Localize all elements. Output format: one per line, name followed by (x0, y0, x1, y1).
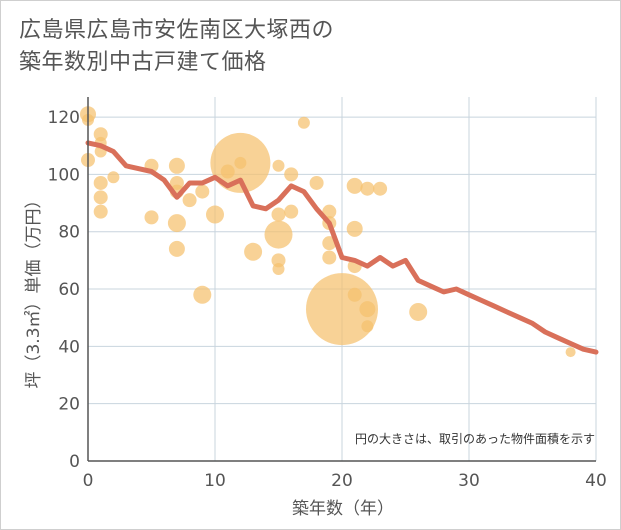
data-point (244, 242, 263, 261)
x-tick-label: 10 (204, 471, 226, 491)
data-point (168, 240, 185, 257)
bubble-series (80, 106, 576, 358)
data-point (220, 164, 235, 179)
x-tick-label: 20 (331, 471, 353, 491)
data-point (373, 181, 388, 196)
data-point (271, 253, 286, 268)
data-point (272, 262, 285, 275)
data-point (144, 210, 159, 225)
data-point (168, 157, 185, 174)
x-tick-label: 30 (458, 471, 480, 491)
data-point (361, 320, 374, 333)
x-tick-label: 40 (585, 471, 607, 491)
chart-title-line-2: 築年数別中古戸建て価格 (19, 50, 267, 75)
data-point (284, 204, 299, 219)
y-tick-label: 80 (58, 223, 80, 243)
data-point (360, 181, 375, 196)
data-point (346, 177, 363, 194)
data-point (107, 171, 120, 184)
tick-labels: 0 20 40 60 80 100 120 0 10 20 30 40 (48, 108, 607, 491)
chart-title: 広島県広島市安佐南区大塚西の 築年数別中古戸建て価格 (19, 15, 334, 79)
y-axis-label: 坪（3.3㎡）単価（万円） (24, 191, 44, 388)
x-tick-label: 0 (83, 471, 94, 491)
data-point (322, 204, 337, 219)
data-point (93, 127, 108, 142)
data-point (193, 285, 212, 304)
data-point (409, 302, 428, 321)
data-point (234, 156, 247, 169)
data-point (297, 116, 310, 129)
data-point (346, 220, 363, 237)
data-point (272, 159, 285, 172)
y-tick-label: 60 (58, 280, 80, 300)
data-point (93, 204, 108, 219)
data-point (347, 287, 362, 302)
y-tick-label: 0 (69, 452, 80, 472)
data-point (284, 167, 299, 182)
data-point (565, 347, 576, 358)
data-point (359, 301, 376, 318)
trend-line (85, 140, 599, 355)
chart-title-line-1: 広島県広島市安佐南区大塚西の (19, 18, 335, 43)
data-point (309, 175, 324, 190)
data-point (93, 190, 108, 205)
data-point (264, 220, 293, 249)
data-point (195, 184, 210, 199)
data-point (206, 205, 224, 224)
y-tick-label: 120 (48, 108, 80, 128)
y-tick-label: 20 (58, 395, 80, 415)
bubble-size-note: 円の大きさは、取引のあった物件面積を示す (355, 431, 595, 446)
data-point (167, 214, 186, 233)
y-tick-label: 40 (58, 337, 80, 357)
axes (87, 97, 596, 462)
x-axis-label: 築年数（年） (292, 499, 394, 519)
data-point (182, 193, 197, 208)
data-point (271, 207, 286, 222)
data-point (93, 175, 108, 190)
data-point (322, 250, 337, 265)
y-tick-label: 100 (48, 165, 80, 185)
